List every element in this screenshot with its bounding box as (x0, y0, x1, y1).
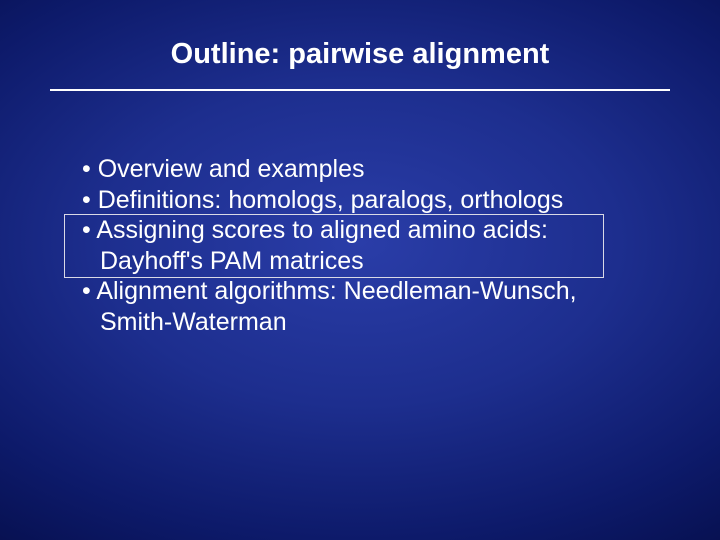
bullet-scores: • Assigning scores to aligned amino acid… (82, 215, 650, 246)
slide: Outline: pairwise alignment • Overview a… (0, 0, 720, 540)
slide-body: • Overview and examples • Definitions: h… (82, 154, 650, 337)
bullet-algorithms-cont: Smith-Waterman (82, 307, 650, 338)
bullet-definitions: • Definitions: homologs, paralogs, ortho… (82, 185, 650, 216)
bullet-scores-cont: Dayhoff's PAM matrices (82, 246, 650, 277)
title-block: Outline: pairwise alignment (0, 38, 720, 91)
bullet-algorithms: • Alignment algorithms: Needleman-Wunsch… (82, 276, 650, 307)
title-underline (50, 89, 670, 91)
bullet-overview: • Overview and examples (82, 154, 650, 185)
slide-title: Outline: pairwise alignment (0, 38, 720, 89)
